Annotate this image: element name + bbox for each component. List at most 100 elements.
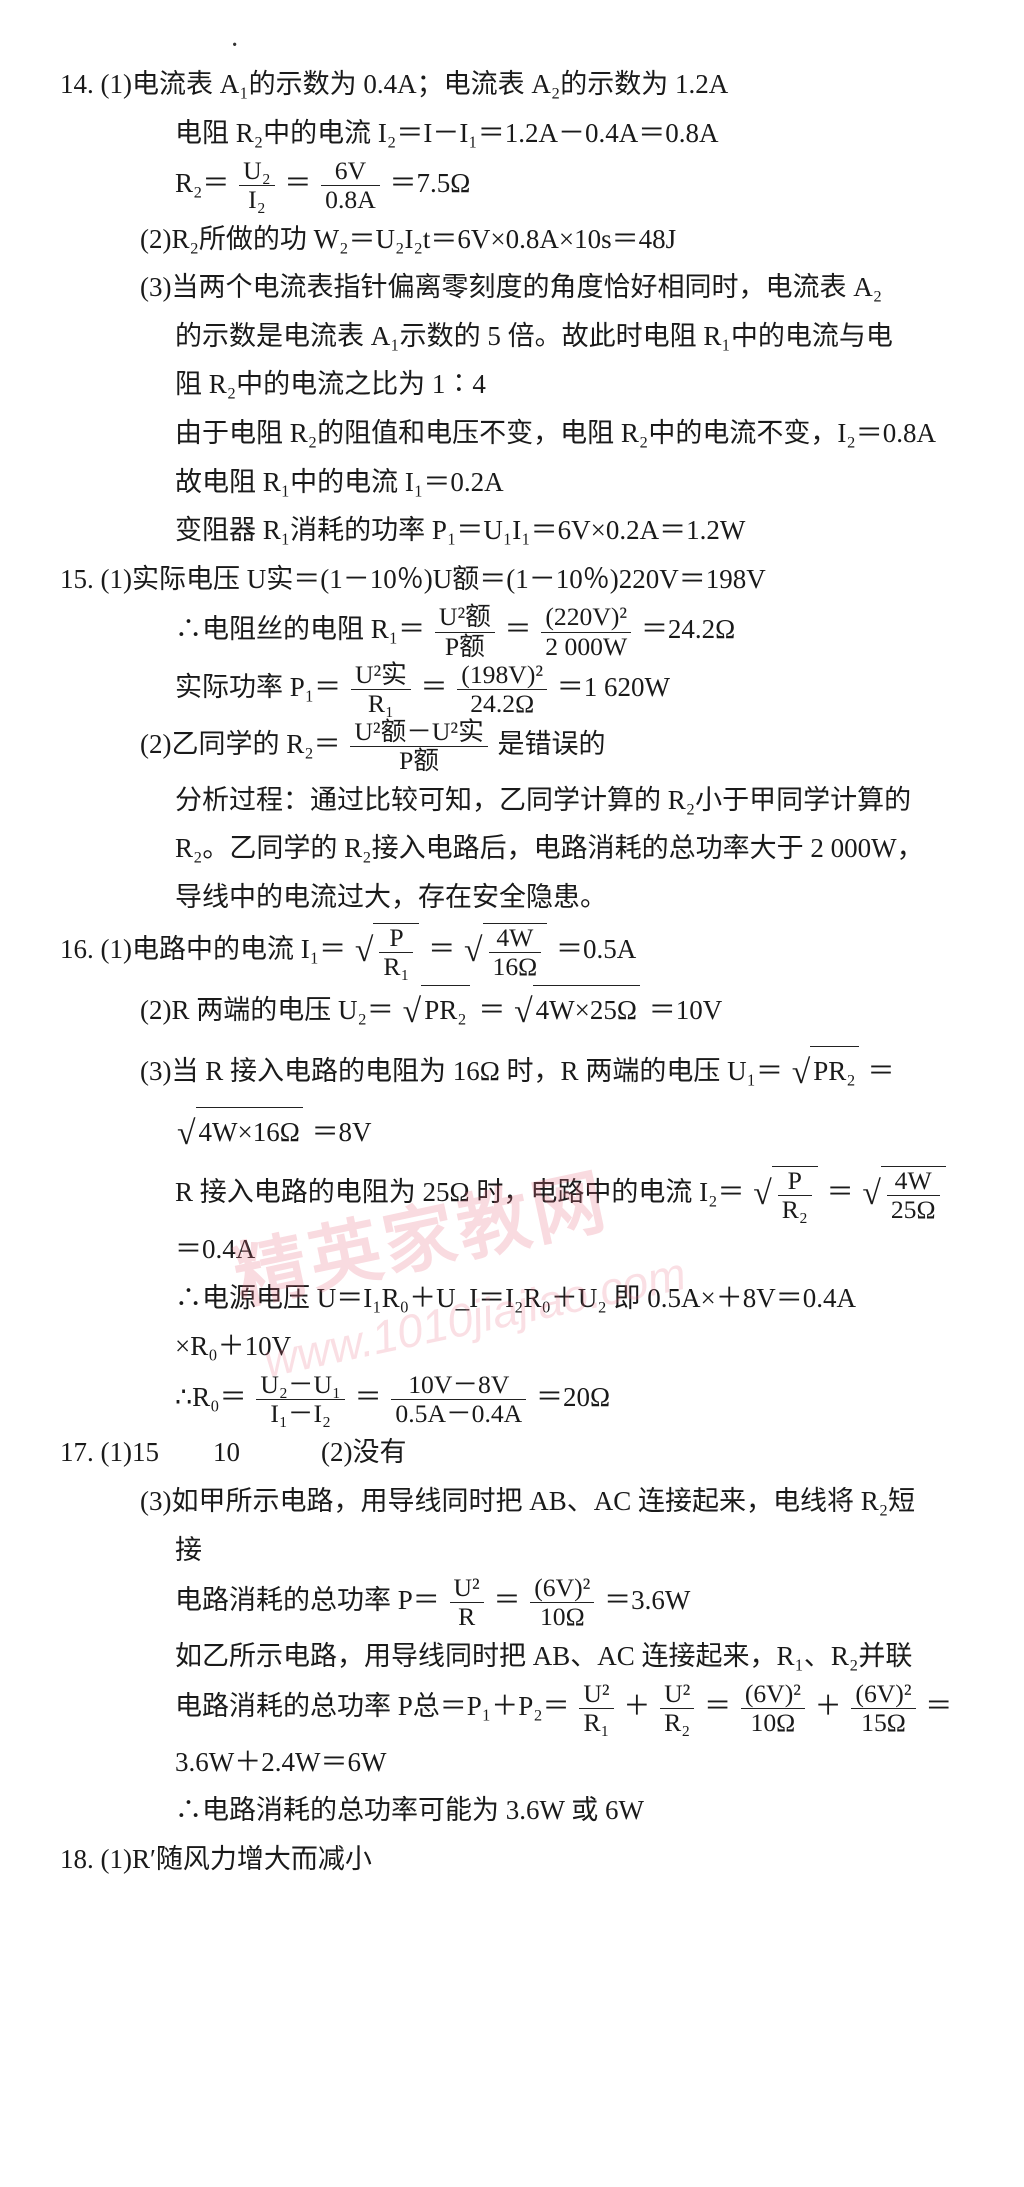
frac-den: 25Ω <box>887 1196 940 1224</box>
p18-1: 18. (1)R′随风力增大而减小 <box>60 1835 974 1884</box>
text: ＝ <box>505 614 532 644</box>
q-num: 16. <box>60 934 101 964</box>
fraction: U²额P额 <box>435 603 495 660</box>
text: ＝ <box>355 1382 382 1412</box>
text: ＝0.5A <box>556 934 636 964</box>
fraction: 4W16Ω <box>489 924 542 981</box>
radical-bar: 4W25Ω <box>881 1166 946 1224</box>
text: ∴电阻丝的电阻 R₁＝ <box>175 614 425 644</box>
text: ＋ <box>815 1691 842 1721</box>
radical-symbol: √ <box>355 932 374 969</box>
document-page: · 精英家教网 www.1010jiajiao.com 14. (1)电流表 A… <box>0 0 1024 2187</box>
fraction: U₂I₂ <box>239 157 274 214</box>
text: ＋ <box>623 1691 650 1721</box>
q-num: 14. <box>60 69 101 99</box>
radical: √PR₂ <box>792 1043 859 1104</box>
radical-symbol: √ <box>464 932 483 969</box>
text: (1)电路中的电流 I₁＝ <box>101 934 347 964</box>
frac-num: U² <box>579 1680 613 1709</box>
frac-den: 10Ω <box>741 1709 805 1737</box>
frac-den: R₁ <box>579 1709 613 1737</box>
fraction: U²额－U²实P额 <box>350 718 487 775</box>
p14-3b: 的示数是电流表 A₁示数的 5 倍。故此时电阻 R₁中的电流与电 <box>60 312 974 361</box>
text: ＝ <box>421 672 448 702</box>
fraction: U₂－U₁I₁－I₂ <box>256 1371 345 1428</box>
text: 电路消耗的总功率 P总＝P₁＋P₂＝ <box>175 1691 570 1721</box>
text: (1)电流表 A₁的示数为 0.4A；电流表 A₂的示数为 1.2A <box>101 69 729 99</box>
frac-den: 0.8A <box>321 186 380 214</box>
radical-bar: 4W×25Ω <box>533 985 640 1035</box>
frac-den: 15Ω <box>851 1709 915 1737</box>
radical-symbol: √ <box>514 993 533 1030</box>
p16-3g: ∴R₀＝ U₂－U₁I₁－I₂ ＝ 10V－8V0.5A－0.4A ＝20Ω <box>60 1371 974 1428</box>
frac-den: 2 000W <box>541 633 631 661</box>
text: ＝ <box>478 995 505 1025</box>
p14-1c: R₂＝ U₂I₂ ＝ 6V0.8A ＝7.5Ω <box>60 157 974 214</box>
text: ＝ <box>867 1056 894 1086</box>
frac-num: U²额－U²实 <box>350 718 487 747</box>
q-num: 15. <box>60 564 101 594</box>
p14-3a: (3)当两个电流表指针偏离零刻度的角度恰好相同时，电流表 A₂ <box>60 263 974 312</box>
frac-num: 4W <box>489 924 542 953</box>
text: R₂＝ <box>175 168 229 198</box>
p16-3e: ∴电源电压 U＝I₁R₀＋U_I＝I₂R₀＋U₂ 即 0.5A×＋8V＝0.4A <box>60 1274 974 1323</box>
frac-num: (6V)² <box>851 1680 915 1709</box>
frac-num: P <box>778 1167 812 1196</box>
text: (2)R 两端的电压 U₂＝ <box>140 995 394 1025</box>
frac-num: (198V)² <box>457 661 547 690</box>
p16-3f: ×R₀＋10V <box>60 1322 974 1371</box>
frac-den: 0.5A－0.4A <box>391 1400 526 1428</box>
text: 实际功率 P₁＝ <box>175 672 341 702</box>
frac-den: 10Ω <box>530 1603 594 1631</box>
frac-den: P额 <box>350 747 487 775</box>
fraction: 4W25Ω <box>887 1167 940 1224</box>
fraction: 6V0.8A <box>321 157 380 214</box>
text: (1)15 10 (2)没有 <box>101 1437 407 1467</box>
p17-3g: ∴电路消耗的总功率可能为 3.6W 或 6W <box>60 1786 974 1835</box>
text: ＝10V <box>649 995 723 1025</box>
frac-den: R₁ <box>379 953 413 981</box>
radical: √PR₂ <box>753 1164 818 1225</box>
text: ＝8V <box>312 1117 372 1147</box>
frac-num: U² <box>450 1574 484 1603</box>
p14-3e: 故电阻 R₁中的电流 I₁＝0.2A <box>60 458 974 507</box>
text: ∴R₀＝ <box>175 1382 247 1412</box>
frac-num: (220V)² <box>541 603 631 632</box>
p15-2c: R₂。乙同学的 R₂接入电路后，电路消耗的总功率大于 2 000W， <box>60 824 974 873</box>
p15-1b: ∴电阻丝的电阻 R₁＝ U²额P额 ＝ (220V)²2 000W ＝24.2Ω <box>60 603 974 660</box>
radical-bar: PR₂ <box>421 985 469 1035</box>
text: ＝1 620W <box>557 672 670 702</box>
p17-1: 17. (1)15 10 (2)没有 <box>60 1428 974 1477</box>
fraction: PR₁ <box>379 924 413 981</box>
radical: √4W×25Ω <box>514 982 640 1043</box>
fraction: U²实R₁ <box>351 661 411 718</box>
text: ＝ <box>428 934 455 964</box>
frac-num: 4W <box>887 1167 940 1196</box>
radical-bar: PR₁ <box>373 923 419 981</box>
p16-3d: ＝0.4A <box>60 1225 974 1274</box>
p16-3c: R 接入电路的电阻为 25Ω 时，电路中的电流 I₂＝ √PR₂ ＝ √4W25… <box>60 1164 974 1225</box>
p15-2b: 分析过程：通过比较可知，乙同学计算的 R₂小于甲同学计算的 <box>60 776 974 825</box>
radical-symbol: √ <box>177 1115 196 1152</box>
p14-3f: 变阻器 R₁消耗的功率 P₁＝U₁I₁＝6V×0.2A＝1.2W <box>60 506 974 555</box>
radical-bar: PR₂ <box>810 1046 858 1096</box>
p14-3c: 阻 R₂中的电流之比为 1∶4 <box>60 360 974 409</box>
fraction: (6V)²10Ω <box>741 1680 805 1737</box>
p14-3d: 由于电阻 R₂的阻值和电压不变，电阻 R₂中的电流不变，I₂＝0.8A <box>60 409 974 458</box>
p17-3c: 电路消耗的总功率 P＝ U²R ＝ (6V)²10Ω ＝3.6W <box>60 1574 974 1631</box>
frac-num: P <box>379 924 413 953</box>
p15-2a: (2)乙同学的 R₂＝ U²额－U²实P额 是错误的 <box>60 718 974 775</box>
radical: √PR₁ <box>355 921 420 982</box>
text: ＝3.6W <box>604 1585 690 1615</box>
radical-symbol: √ <box>792 1054 811 1091</box>
radical: √4W×16Ω <box>177 1104 303 1165</box>
text: ＝7.5Ω <box>389 168 470 198</box>
text: (2)乙同学的 R₂＝ <box>140 729 341 759</box>
frac-den: P额 <box>435 633 495 661</box>
radical-bar: 4W×16Ω <box>196 1107 303 1157</box>
q-num: 17. <box>60 1437 101 1467</box>
p16-1: 16. (1)电路中的电流 I₁＝ √PR₁ ＝ √4W16Ω ＝0.5A <box>60 921 974 982</box>
radical: √PR₂ <box>403 982 470 1043</box>
frac-den: I₁－I₂ <box>256 1400 345 1428</box>
p14-1a: 14. (1)电流表 A₁的示数为 0.4A；电流表 A₂的示数为 1.2A <box>60 60 974 109</box>
